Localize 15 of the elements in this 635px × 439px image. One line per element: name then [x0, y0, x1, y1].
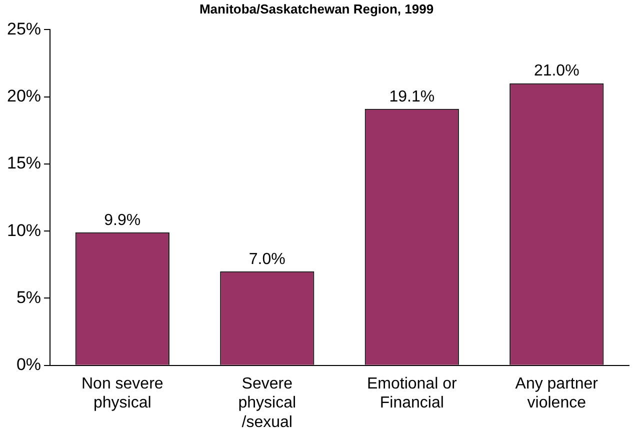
y-tick-label: 0% [16, 355, 42, 374]
y-tick-label: 15% [6, 154, 42, 173]
data-label: 19.1% [389, 88, 435, 106]
data-label: 9.9% [104, 212, 141, 229]
x-tick-label: Emotional or Financial [366, 375, 458, 412]
x-tick-label: Any partner violence [515, 375, 599, 412]
chart-title: Manitoba/Saskatchewan Region, 1999 [199, 1, 434, 16]
y-tick-label: 10% [6, 220, 42, 240]
data-label: 7.0% [248, 250, 286, 268]
y-tick-label: 25% [6, 19, 42, 38]
y-tick-label: 20% [6, 86, 42, 106]
x-tick-label: Severe physical /sexual [238, 375, 296, 431]
x-tick-label: Non severe physical [81, 375, 164, 412]
y-tick-label: 5% [16, 288, 42, 307]
data-label: 21.0% [534, 62, 580, 80]
